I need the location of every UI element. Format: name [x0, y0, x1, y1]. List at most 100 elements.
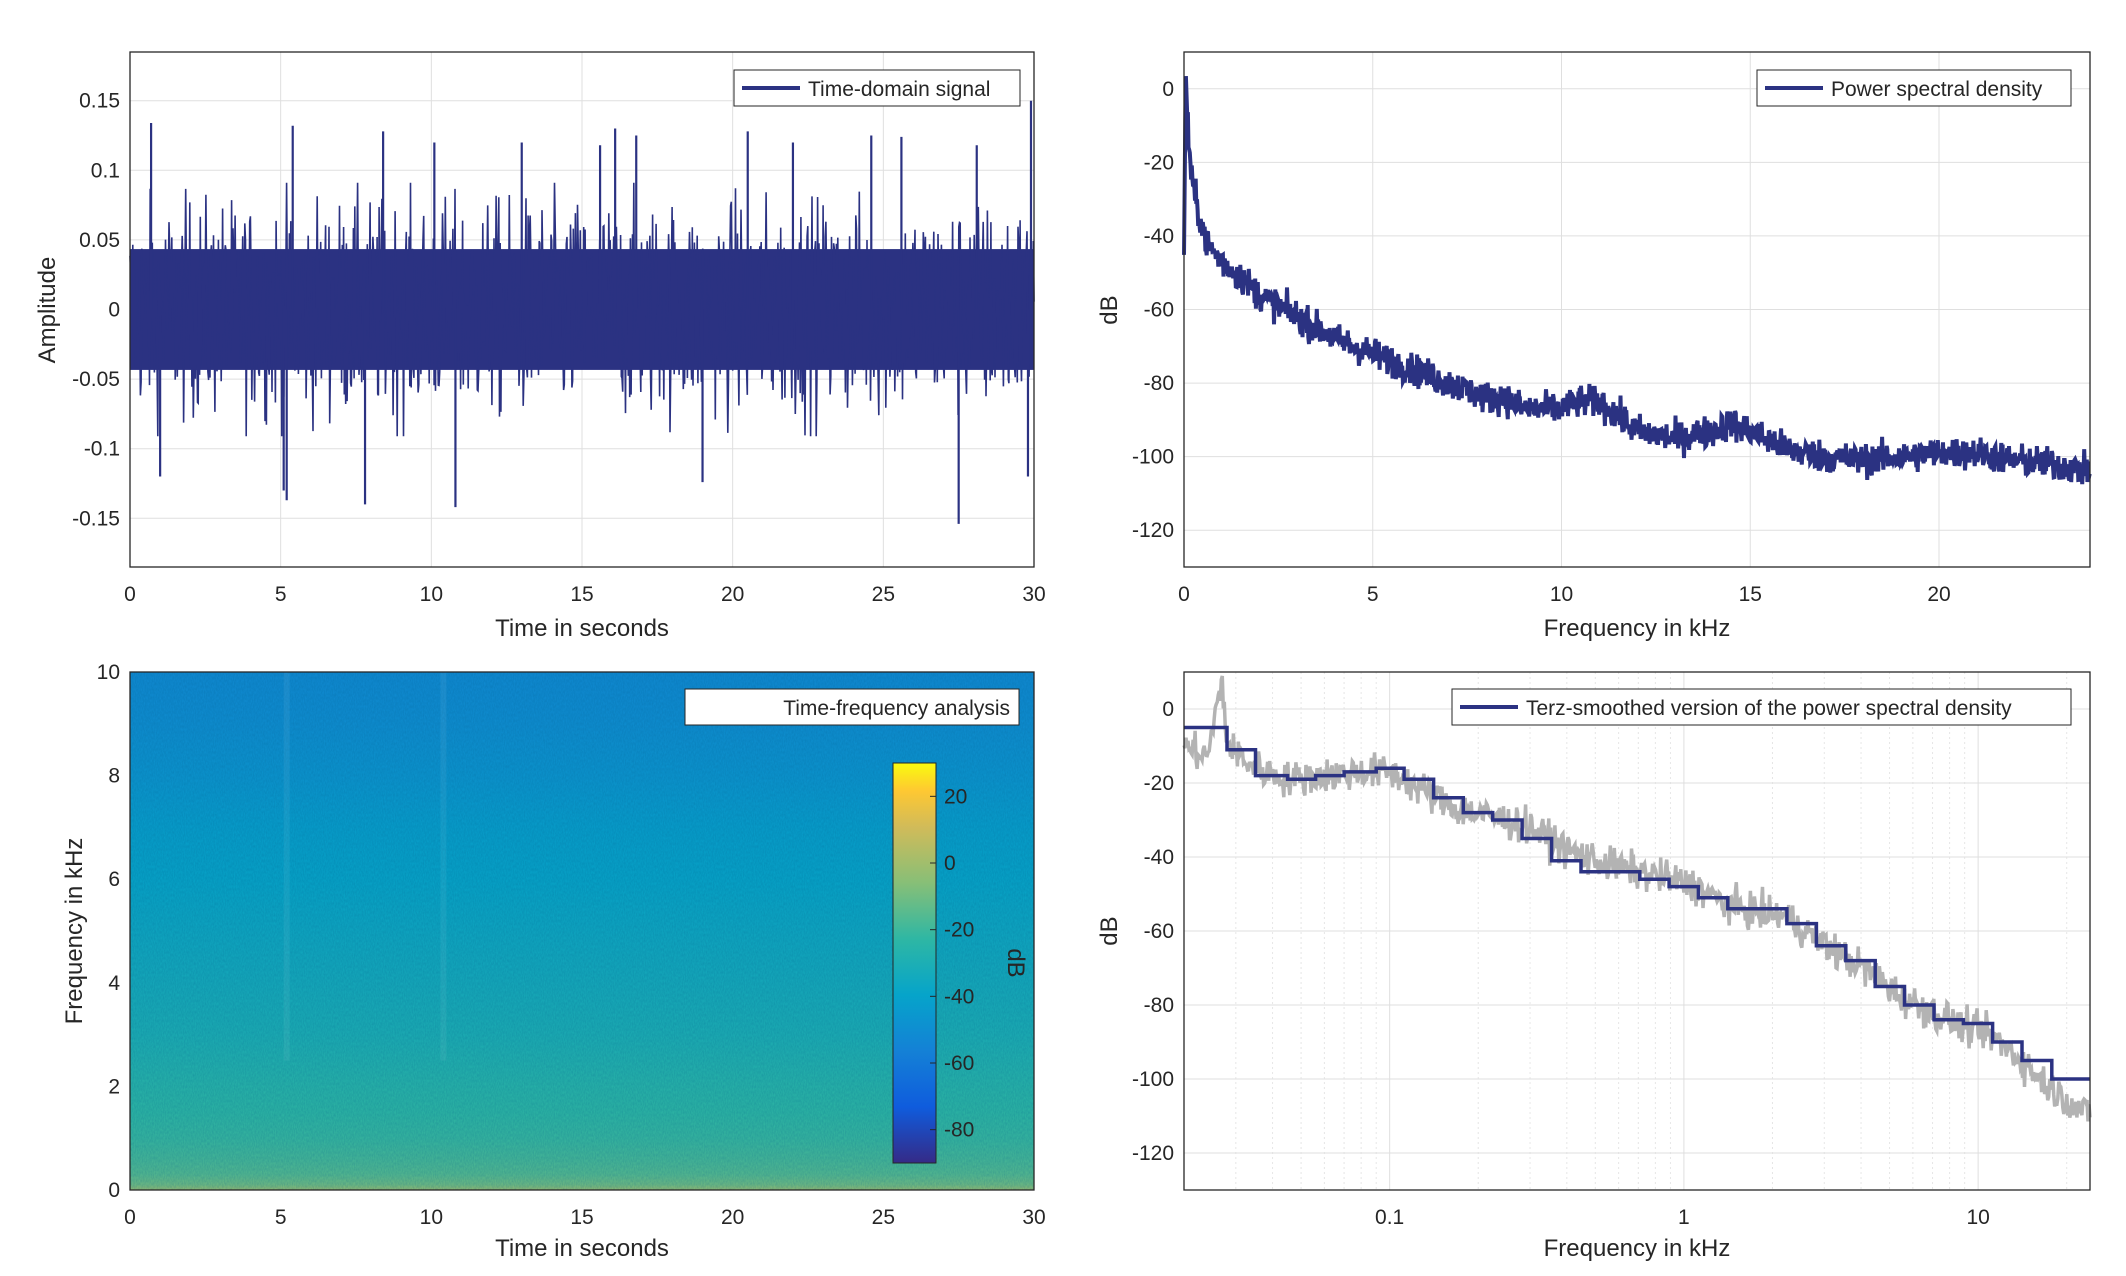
terz-ytick-label: -80: [1144, 994, 1174, 1017]
psd-legend-entry: Power spectral density: [1831, 78, 2043, 101]
signal-axes-box: [129, 51, 1035, 568]
signal-tick-labels: 0 5 10 15 20 25 30 -0.15 -0.1 -0.05 0 0.05 0.1 0.15: [72, 90, 1046, 606]
psd-xtick-label: 5: [1367, 583, 1379, 606]
terz-legend-entry: Terz-smoothed version of the power spect…: [1526, 697, 2012, 720]
terz-tick-labels: 0.1 1 10 -120 -100 -80 -60 -40 -20 0: [1132, 698, 1990, 1229]
colorbar-tick-label: 0: [944, 852, 956, 875]
signal-trace: [129, 182, 1035, 437]
signal-xtick-label: 30: [1022, 583, 1045, 606]
spectrogram-xtick-label: 0: [124, 1206, 136, 1229]
terz-ytick-label: -20: [1144, 772, 1174, 795]
spectrogram-legend-entry: Time-frequency analysis: [783, 697, 1010, 720]
colorbar-tick-labels: 20 0 -20 -40 -60 -80: [930, 785, 974, 1142]
spectrogram-panel: 0 5 10 15 20 25 30 0 2 4 6 8 10 Time in seconds Freq…: [61, 661, 1046, 1262]
colorbar-label: dB: [1002, 948, 1029, 977]
terz-ytick-label: -40: [1144, 846, 1174, 869]
colorbar-tick-label: -80: [944, 1119, 974, 1142]
psd-tick-labels: 0 5 10 15 20 -120 -100 -80 -60 -40 -20 0: [1132, 78, 1951, 606]
psd-ytick-label: -40: [1144, 225, 1174, 248]
terz-grid: [1183, 672, 2090, 1190]
terz-ytick-label: -60: [1144, 920, 1174, 943]
signal-series: [129, 100, 1035, 524]
spectrogram-legend: Time-frequency analysis: [684, 688, 1020, 726]
psd-xtick-label: 0: [1178, 583, 1190, 606]
signal-ytick-label: -0.15: [72, 507, 120, 530]
signal-ytick-label: 0.15: [79, 90, 120, 113]
signal-ytick-label: 0.05: [79, 229, 120, 252]
colorbar-tick-label: -20: [944, 919, 974, 942]
psd-ytick-label: 0: [1162, 78, 1174, 101]
signal-panel: 0 5 10 15 20 25 30 -0.15 -0.1 -0.05 0 0.05 0.1 0.15 T…: [34, 51, 1046, 642]
spectrogram-ytick-label: 2: [108, 1075, 120, 1098]
spectrogram-xlabel: Time in seconds: [495, 1235, 669, 1262]
terz-step-line: [1184, 725, 2090, 1081]
signal-legend-entry: Time-domain signal: [808, 78, 990, 101]
psd-legend: Power spectral density: [1756, 69, 2072, 107]
psd-series: [1182, 76, 2092, 485]
spectrogram-ytick-label: 4: [108, 972, 120, 995]
spectrogram-xtick-label: 20: [721, 1206, 744, 1229]
colorbar-tick-label: -60: [944, 1052, 974, 1075]
spectrogram-xtick-label: 25: [872, 1206, 895, 1229]
spectrogram-ytick-label: 10: [97, 661, 120, 684]
spectrogram-xtick-label: 10: [420, 1206, 443, 1229]
terz-xtick-label: 0.1: [1375, 1206, 1404, 1229]
spectrogram-tick-labels: 0 5 10 15 20 25 30 0 2 4 6 8 10: [97, 661, 1046, 1229]
psd-axes-box: [1183, 51, 2091, 568]
signal-xtick-label: 25: [872, 583, 895, 606]
colorbar: 20 0 -20 -40 -60 -80 dB: [892, 762, 1029, 1164]
signal-ytick-label: 0.1: [91, 159, 120, 182]
terz-xtick-label: 10: [1966, 1206, 1989, 1229]
signal-xlabel: Time in seconds: [495, 615, 669, 642]
terz-ylabel: dB: [1096, 916, 1123, 945]
psd-xtick-label: 20: [1927, 583, 1950, 606]
signal-ytick-label: -0.1: [84, 438, 120, 461]
spectrogram-axes-box: [129, 671, 1035, 1191]
spectrogram-streak: [283, 672, 290, 1061]
terz-xlabel: Frequency in kHz: [1544, 1235, 1731, 1262]
spectrogram-xtick-label: 30: [1022, 1206, 1045, 1229]
spectrogram-xtick-label: 15: [570, 1206, 593, 1229]
terz-legend-box: [1451, 688, 2072, 726]
psd-ytick-label: -80: [1144, 372, 1174, 395]
signal-ytick-label: -0.05: [72, 368, 120, 391]
spectrogram-streak: [440, 672, 447, 1061]
spectrogram-ylabel: Frequency in kHz: [61, 838, 88, 1025]
psd-ytick-label: -60: [1144, 299, 1174, 322]
terz-series: [1182, 675, 2092, 1122]
terz-panel: 0.1 1 10 -120 -100 -80 -60 -40 -20 0 Frequency in…: [1096, 671, 2092, 1262]
spectrogram-ytick-label: 6: [108, 868, 120, 891]
terz-ytick-label: -100: [1132, 1068, 1174, 1091]
spectrogram-time-streaks: [283, 672, 447, 1061]
terz-raw-line: [1182, 675, 2092, 1122]
psd-xtick-label: 15: [1739, 583, 1762, 606]
terz-legend: Terz-smoothed version of the power spect…: [1451, 688, 2072, 726]
psd-panel: 0 5 10 15 20 -120 -100 -80 -60 -40 -20 0 Frequency …: [1096, 51, 2092, 642]
signal-xtick-label: 5: [275, 583, 287, 606]
terz-xtick-label: 1: [1678, 1206, 1690, 1229]
terz-ytick-label: -120: [1132, 1142, 1174, 1165]
terz-ytick-label: 0: [1162, 698, 1174, 721]
colorbar-bar: [892, 762, 937, 1164]
colorbar-tick-label: -40: [944, 985, 974, 1008]
signal-xtick-label: 0: [124, 583, 136, 606]
psd-xlabel: Frequency in kHz: [1544, 615, 1731, 642]
signal-ytick-label: 0: [108, 299, 120, 322]
signal-xtick-label: 10: [420, 583, 443, 606]
psd-ytick-label: -20: [1144, 151, 1174, 174]
spectrogram-xtick-label: 5: [275, 1206, 287, 1229]
colorbar-tick-label: 20: [944, 785, 967, 808]
signal-legend: Time-domain signal: [733, 69, 1021, 107]
spectrogram-ytick-label: 8: [108, 765, 120, 788]
signal-xtick-label: 20: [721, 583, 744, 606]
psd-ylabel: dB: [1096, 295, 1123, 324]
signal-ylabel: Amplitude: [34, 257, 61, 364]
spectrogram-ytick-label: 0: [108, 1179, 120, 1202]
terz-axes-box: [1183, 671, 2091, 1191]
psd-ytick-label: -120: [1132, 519, 1174, 542]
psd-line: [1182, 76, 2092, 485]
signal-xtick-label: 15: [570, 583, 593, 606]
psd-ytick-label: -100: [1132, 446, 1174, 469]
psd-xtick-label: 10: [1550, 583, 1573, 606]
